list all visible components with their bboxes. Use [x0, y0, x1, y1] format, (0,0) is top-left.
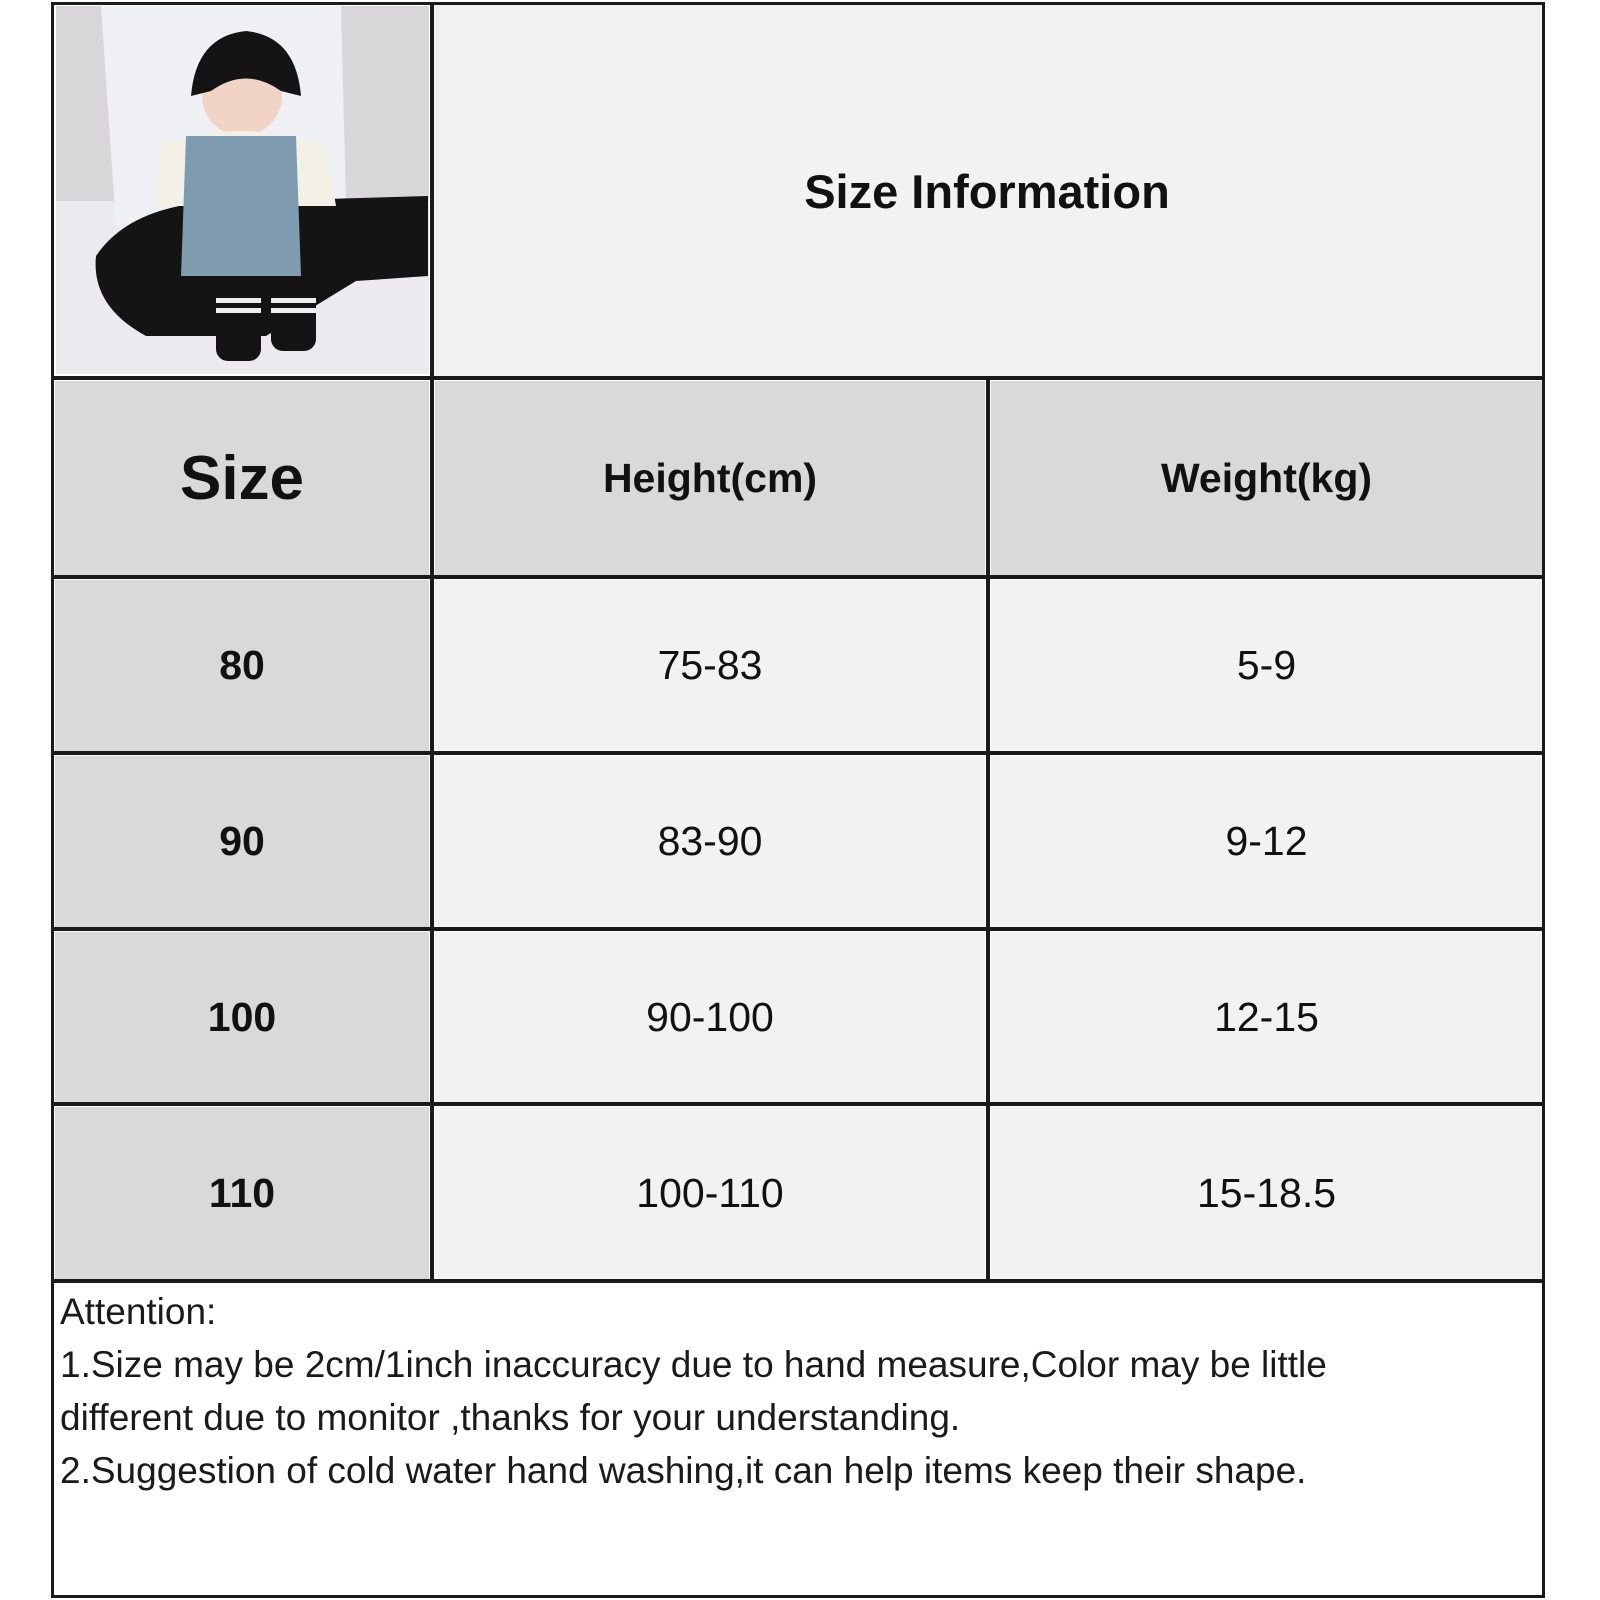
divider	[51, 575, 1545, 579]
height-cell: 100-110	[435, 1107, 985, 1279]
page-title: Size Information	[432, 5, 1542, 377]
weight-cell: 15-18.5	[991, 1107, 1542, 1279]
notes-line: different due to monitor ,thanks for you…	[60, 1397, 961, 1438]
product-photo	[56, 6, 429, 374]
height-cell: 75-83	[435, 580, 985, 751]
attention-notes: Attention: 1.Size may be 2cm/1inch inacc…	[60, 1285, 1540, 1497]
divider	[51, 1279, 1545, 1283]
height-cell: 83-90	[435, 756, 985, 927]
divider	[51, 751, 1545, 755]
size-cell: 110	[55, 1107, 429, 1279]
size-cell: 90	[55, 756, 429, 927]
divider	[430, 2, 434, 1283]
notes-line: 1.Size may be 2cm/1inch inaccuracy due t…	[60, 1344, 1327, 1385]
column-header-height: Height(cm)	[435, 381, 985, 575]
size-cell: 80	[55, 580, 429, 751]
divider	[51, 927, 1545, 931]
size-cell: 100	[55, 932, 429, 1102]
column-header-size: Size	[55, 381, 429, 575]
height-cell: 90-100	[435, 932, 985, 1102]
notes-line: 2.Suggestion of cold water hand washing,…	[60, 1450, 1307, 1491]
notes-heading: Attention:	[60, 1291, 217, 1332]
divider	[986, 378, 990, 1283]
weight-cell: 5-9	[991, 580, 1542, 751]
divider	[51, 1102, 1545, 1106]
divider	[51, 376, 1545, 380]
weight-cell: 12-15	[991, 932, 1542, 1102]
weight-cell: 9-12	[991, 756, 1542, 927]
column-header-weight: Weight(kg)	[991, 381, 1542, 575]
